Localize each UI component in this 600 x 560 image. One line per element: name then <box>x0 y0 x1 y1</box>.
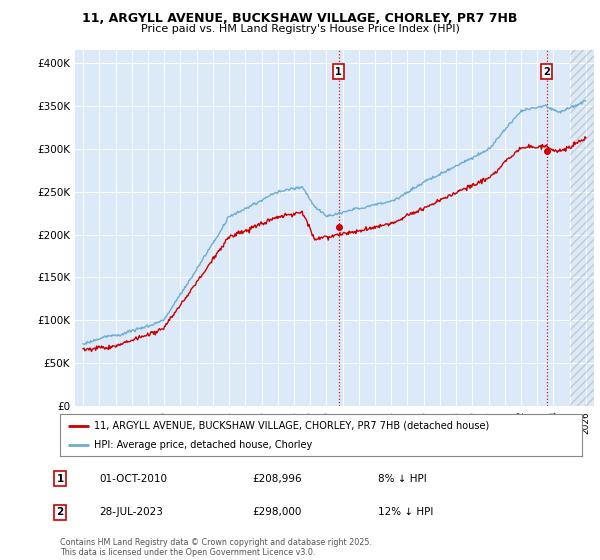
Text: 8% ↓ HPI: 8% ↓ HPI <box>378 474 427 484</box>
Text: 28-JUL-2023: 28-JUL-2023 <box>99 507 163 517</box>
Bar <box>569 50 594 406</box>
Text: Price paid vs. HM Land Registry's House Price Index (HPI): Price paid vs. HM Land Registry's House … <box>140 24 460 34</box>
Text: 11, ARGYLL AVENUE, BUCKSHAW VILLAGE, CHORLEY, PR7 7HB (detached house): 11, ARGYLL AVENUE, BUCKSHAW VILLAGE, CHO… <box>94 421 489 431</box>
Text: £298,000: £298,000 <box>252 507 301 517</box>
Text: £208,996: £208,996 <box>252 474 302 484</box>
Text: 12% ↓ HPI: 12% ↓ HPI <box>378 507 433 517</box>
Text: HPI: Average price, detached house, Chorley: HPI: Average price, detached house, Chor… <box>94 440 312 450</box>
Text: 2: 2 <box>543 67 550 77</box>
Text: 1: 1 <box>335 67 342 77</box>
Text: 11, ARGYLL AVENUE, BUCKSHAW VILLAGE, CHORLEY, PR7 7HB: 11, ARGYLL AVENUE, BUCKSHAW VILLAGE, CHO… <box>82 12 518 25</box>
Text: 1: 1 <box>56 474 64 484</box>
Bar <box>569 50 594 406</box>
Text: 2: 2 <box>56 507 64 517</box>
Text: Contains HM Land Registry data © Crown copyright and database right 2025.
This d: Contains HM Land Registry data © Crown c… <box>60 538 372 557</box>
Text: 01-OCT-2010: 01-OCT-2010 <box>99 474 167 484</box>
